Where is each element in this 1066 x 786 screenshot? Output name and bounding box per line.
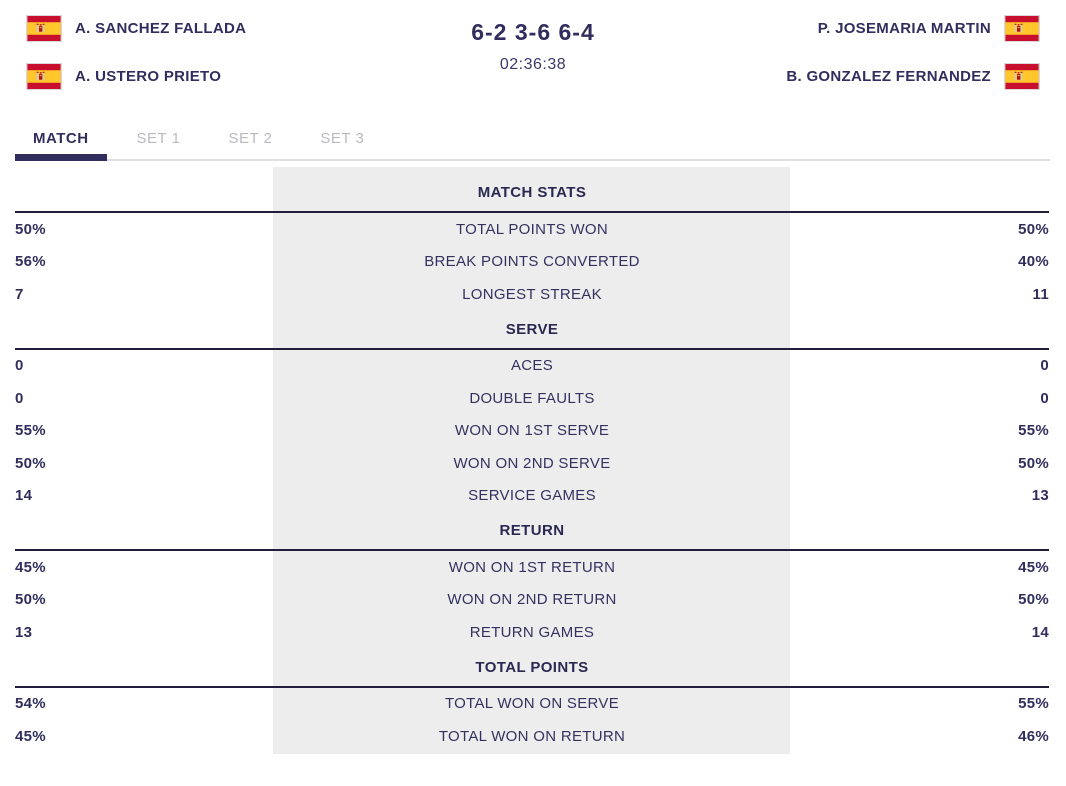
tab-bar: MATCH SET 1 SET 2 SET 3 bbox=[15, 126, 1050, 161]
stat-value-left: 45% bbox=[15, 727, 46, 745]
tab-set-1[interactable]: SET 1 bbox=[136, 130, 181, 147]
tab-match[interactable]: MATCH bbox=[15, 126, 107, 161]
stat-value-right: 11 bbox=[1032, 285, 1049, 303]
stat-value-right: 55% bbox=[1018, 695, 1049, 713]
player-name: B. GONZALEZ FERNANDEZ bbox=[786, 68, 991, 85]
stat-row-double-faults: 0 DOUBLE FAULTS 0 bbox=[15, 382, 1049, 415]
stat-label: RETURN GAMES bbox=[469, 623, 595, 641]
spain-flag-icon bbox=[26, 15, 62, 42]
section-title-serve: SERVE bbox=[505, 320, 559, 338]
stat-value-left: 0 bbox=[15, 389, 24, 407]
stat-label: WON ON 1ST RETURN bbox=[448, 558, 616, 576]
spain-flag-icon bbox=[1004, 63, 1040, 90]
stat-row-break-points-converted: 56% BREAK POINTS CONVERTED 40% bbox=[15, 246, 1049, 279]
stat-value-right: 0 bbox=[1040, 357, 1049, 375]
team-right: P. JOSEMARIA MARTIN B. GONZALEZ FERNANDE… bbox=[643, 15, 1040, 90]
stat-value-right: 50% bbox=[1018, 591, 1049, 609]
stat-row-won-on-1st-serve: 55% WON ON 1ST SERVE 55% bbox=[15, 415, 1049, 448]
player-row: B. GONZALEZ FERNANDEZ bbox=[643, 63, 1040, 90]
stats-section: MATCH STATS 50% TOTAL POINTS WON 50% 56%… bbox=[0, 167, 1066, 754]
stat-label: LONGEST STREAK bbox=[462, 285, 602, 303]
stats-center-panel bbox=[273, 167, 790, 754]
stat-value-right: 46% bbox=[1018, 727, 1049, 745]
stat-value-right: 13 bbox=[1031, 487, 1049, 505]
player-row: P. JOSEMARIA MARTIN bbox=[643, 15, 1040, 42]
section-divider bbox=[15, 347, 1049, 350]
stat-value-right: 50% bbox=[1018, 454, 1049, 472]
player-name: A. USTERO PRIETO bbox=[75, 68, 222, 85]
match-duration: 02:36:38 bbox=[499, 56, 567, 73]
stat-label: ACES bbox=[510, 357, 554, 375]
stat-row-longest-streak: 7 LONGEST STREAK 11 bbox=[15, 278, 1049, 311]
stat-label: TOTAL WON ON RETURN bbox=[438, 727, 626, 745]
stat-row-won-on-2nd-return: 50% WON ON 2ND RETURN 50% bbox=[15, 584, 1049, 617]
match-score: 6-2 3-6 6-4 bbox=[471, 19, 595, 45]
stat-row-won-on-2nd-serve: 50% WON ON 2ND SERVE 50% bbox=[15, 447, 1049, 480]
stat-label: WON ON 1ST SERVE bbox=[454, 422, 610, 440]
stat-row-service-games: 14 SERVICE GAMES 13 bbox=[15, 480, 1049, 513]
stat-label: DOUBLE FAULTS bbox=[469, 389, 595, 407]
spain-flag-icon bbox=[26, 63, 62, 90]
stat-label: TOTAL POINTS WON bbox=[455, 220, 609, 238]
stat-row-total-won-on-return: 45% TOTAL WON ON RETURN 46% bbox=[15, 720, 1049, 753]
stat-value-left: 56% bbox=[15, 253, 46, 271]
stat-label: BREAK POINTS CONVERTED bbox=[424, 253, 640, 271]
tab-set-3[interactable]: SET 3 bbox=[320, 130, 365, 147]
stat-row-total-won-on-serve: 54% TOTAL WON ON SERVE 55% bbox=[15, 688, 1049, 721]
stat-row-total-points-won: 50% TOTAL POINTS WON 50% bbox=[15, 213, 1049, 246]
stat-label: TOTAL WON ON SERVE bbox=[444, 695, 620, 713]
match-header: A. SANCHEZ FALLADA A. USTERO PRIETO 6-2 … bbox=[0, 0, 1066, 90]
stat-label: WON ON 2ND RETURN bbox=[447, 591, 617, 609]
section-title-total-points: TOTAL POINTS bbox=[475, 658, 589, 676]
tab-set-2[interactable]: SET 2 bbox=[228, 130, 273, 147]
player-row: A. SANCHEZ FALLADA bbox=[26, 15, 423, 42]
stat-label: SERVICE GAMES bbox=[468, 487, 596, 505]
stat-value-left: 55% bbox=[15, 422, 46, 440]
player-row: A. USTERO PRIETO bbox=[26, 63, 423, 90]
stat-row-won-on-1st-return: 45% WON ON 1ST RETURN 45% bbox=[15, 551, 1049, 584]
stat-value-left: 50% bbox=[15, 220, 46, 238]
section-title-return: RETURN bbox=[499, 522, 565, 539]
stats-content: MATCH STATS 50% TOTAL POINTS WON 50% 56%… bbox=[0, 167, 1066, 753]
stat-value-left: 7 bbox=[15, 285, 24, 303]
stat-value-left: 13 bbox=[15, 623, 33, 641]
team-left: A. SANCHEZ FALLADA A. USTERO PRIETO bbox=[26, 15, 423, 90]
stat-value-right: 14 bbox=[1031, 623, 1049, 641]
stat-value-right: 45% bbox=[1018, 558, 1049, 576]
stat-value-right: 55% bbox=[1018, 422, 1049, 440]
stat-value-left: 14 bbox=[15, 487, 33, 505]
section-title-match-stats: MATCH STATS bbox=[477, 183, 587, 201]
section-divider bbox=[15, 685, 1049, 688]
stat-value-left: 54% bbox=[15, 695, 46, 713]
player-name: A. SANCHEZ FALLADA bbox=[75, 20, 247, 37]
score-box: 6-2 3-6 6-4 02:36:38 bbox=[423, 15, 643, 74]
stat-value-left: 0 bbox=[15, 357, 24, 375]
section-divider bbox=[15, 549, 1049, 551]
stat-value-left: 50% bbox=[15, 454, 46, 472]
stat-value-right: 0 bbox=[1040, 389, 1049, 407]
player-name: P. JOSEMARIA MARTIN bbox=[817, 20, 991, 37]
stat-value-right: 40% bbox=[1018, 253, 1049, 271]
spain-flag-icon bbox=[1004, 15, 1040, 42]
stat-value-left: 45% bbox=[15, 558, 46, 576]
stat-value-left: 50% bbox=[15, 591, 46, 609]
section-divider bbox=[15, 211, 1049, 213]
stat-row-aces: 0 ACES 0 bbox=[15, 350, 1049, 383]
stat-value-right: 50% bbox=[1018, 220, 1049, 238]
stat-label: WON ON 2ND SERVE bbox=[453, 454, 611, 472]
stat-row-return-games: 13 RETURN GAMES 14 bbox=[15, 616, 1049, 649]
